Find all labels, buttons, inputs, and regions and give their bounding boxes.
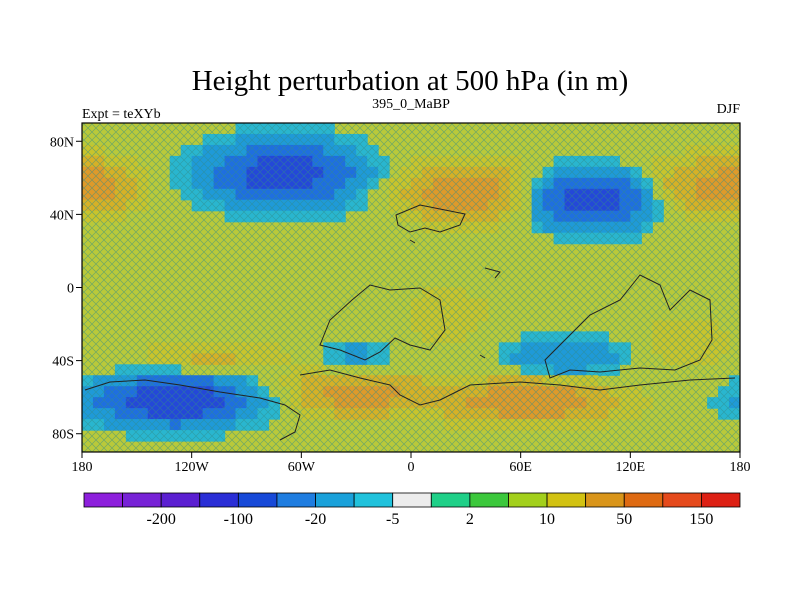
chart-title: Height perturbation at 500 hPa (in m)	[192, 65, 629, 97]
x-tick-label: 0	[408, 460, 415, 475]
coastline-antarctic-west	[84, 379, 301, 441]
colorbar-label: 50	[616, 511, 632, 528]
colorbar-swatch	[83, 492, 123, 508]
colorbar: -200 -100 -20 -5 2 10 50 150	[83, 492, 741, 528]
x-tick-label: 60E	[509, 460, 532, 475]
x-tick-label: 120E	[616, 460, 646, 475]
coastline-africa-eurasia	[395, 204, 466, 233]
colorbar-label: -200	[147, 511, 176, 528]
colorbar-swatch	[585, 492, 625, 508]
colorbar-swatch	[392, 492, 432, 508]
x-axis: 180 120W 60W 0 60E 120E 180	[72, 452, 751, 475]
y-tick-label: 40S	[52, 355, 74, 370]
right-subtitle: DJF	[717, 102, 741, 117]
colorbar-swatch	[701, 492, 741, 508]
x-tick-label: 180	[730, 460, 751, 475]
y-axis: 80N 40N 0 40S 80S	[50, 135, 82, 443]
colorbar-label: -100	[224, 511, 253, 528]
x-tick-label: 180	[72, 460, 93, 475]
colorbar-swatch	[276, 492, 316, 508]
coastline-south-america	[319, 284, 446, 361]
colorbar-swatch	[160, 492, 201, 508]
center-subtitle: 395_0_MaBP	[372, 97, 450, 112]
colorbar-swatch	[315, 492, 355, 508]
y-tick-label: 0	[67, 282, 74, 297]
coastline-southern-asia	[544, 274, 713, 379]
colorbar-swatch	[237, 492, 278, 508]
hatch-overlay	[82, 123, 740, 452]
left-subtitle: Expt = teXYb	[82, 107, 161, 122]
colorbar-label: 10	[539, 511, 555, 528]
colorbar-swatch	[199, 492, 239, 508]
coastlines	[84, 204, 736, 441]
y-tick-label: 80S	[52, 428, 74, 443]
y-tick-label: 80N	[50, 135, 74, 150]
colorbar-label: 2	[466, 511, 474, 528]
colorbar-swatch	[623, 492, 664, 508]
colorbar-swatch	[546, 492, 587, 508]
colorbar-label: 150	[689, 511, 713, 528]
colorbar-swatch	[508, 492, 548, 508]
colorbar-swatch	[469, 492, 509, 508]
colorbar-label: -20	[305, 511, 326, 528]
y-tick-label: 40N	[50, 208, 74, 223]
x-tick-label: 60W	[288, 460, 316, 475]
x-tick-label: 120W	[175, 460, 210, 475]
colorbar-swatch	[353, 492, 394, 508]
colorbar-swatch	[430, 492, 471, 508]
coastline-southern-band	[299, 369, 736, 406]
colorbar-swatch	[122, 492, 162, 508]
coastline-islands	[409, 239, 501, 359]
colorbar-label: -5	[386, 511, 399, 528]
colorbar-swatch	[662, 492, 702, 508]
